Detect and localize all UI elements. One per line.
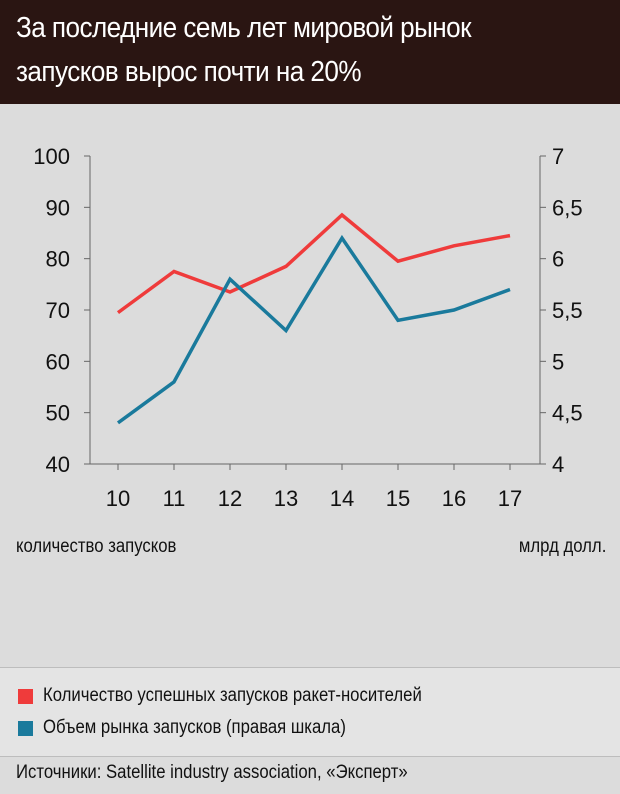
series-lines <box>116 212 511 425</box>
legend-label-market: Объем рынка запусков (правая шкала) <box>43 717 346 738</box>
left-tick-label: 50 <box>46 401 70 426</box>
x-tick-label: 12 <box>218 486 242 511</box>
legend-item-market: Объем рынка запусков (правая шкала) <box>18 714 387 742</box>
right-tick-label: 5 <box>552 349 564 374</box>
source-note: Источники: Satellite industry associatio… <box>16 762 408 783</box>
x-tick-label: 17 <box>498 486 522 511</box>
legend-item-launches: Количество успешных запусков ракет-носит… <box>18 682 473 710</box>
legend: Количество успешных запусков ракет-носит… <box>0 667 620 757</box>
right-tick-label: 4,5 <box>552 401 583 426</box>
legend-swatch-launches <box>18 688 33 704</box>
left-tick-label: 70 <box>46 298 70 323</box>
launches-series-line <box>116 212 511 315</box>
x-tick-label: 11 <box>163 486 186 511</box>
chart-title: За последние семь лет мировой рынок запу… <box>16 12 472 88</box>
right-tick-label: 4 <box>552 452 564 477</box>
left-axis-unit: количество запусков <box>16 536 177 557</box>
legend-swatch-market <box>18 720 33 736</box>
left-tick-label: 40 <box>46 452 70 477</box>
chart-axes <box>89 156 541 465</box>
right-tick-label: 7 <box>552 144 564 169</box>
right-tick-label: 6 <box>552 247 564 272</box>
x-tick-label: 15 <box>386 486 410 511</box>
market-series-line <box>116 234 511 425</box>
right-axis-ticks: 7 6,5 6 5,5 5 4,5 4 <box>540 144 583 477</box>
x-axis-ticks: 10 11 12 13 14 15 16 17 <box>106 464 522 511</box>
left-tick-label: 90 <box>46 195 70 220</box>
right-axis-unit: млрд долл. <box>518 536 606 557</box>
header-bar: За последние семь лет мировой рынок запу… <box>0 0 620 104</box>
left-axis-ticks: 100 90 80 70 60 50 40 <box>33 144 90 477</box>
left-tick-label: 80 <box>46 247 70 272</box>
x-tick-label: 10 <box>106 486 130 511</box>
left-tick-label: 60 <box>46 349 70 374</box>
x-tick-label: 13 <box>274 486 298 511</box>
x-tick-label: 14 <box>330 486 354 511</box>
left-tick-label: 100 <box>33 144 70 169</box>
line-chart: 100 90 80 70 60 50 40 7 6,5 6 5,5 5 4,5 4 10 11 12 13 14… <box>33 144 583 511</box>
right-tick-label: 5,5 <box>552 298 583 323</box>
legend-label-launches: Количество успешных запусков ракет-носит… <box>43 685 422 706</box>
x-tick-label: 16 <box>442 486 466 511</box>
right-tick-label: 6,5 <box>552 195 583 220</box>
